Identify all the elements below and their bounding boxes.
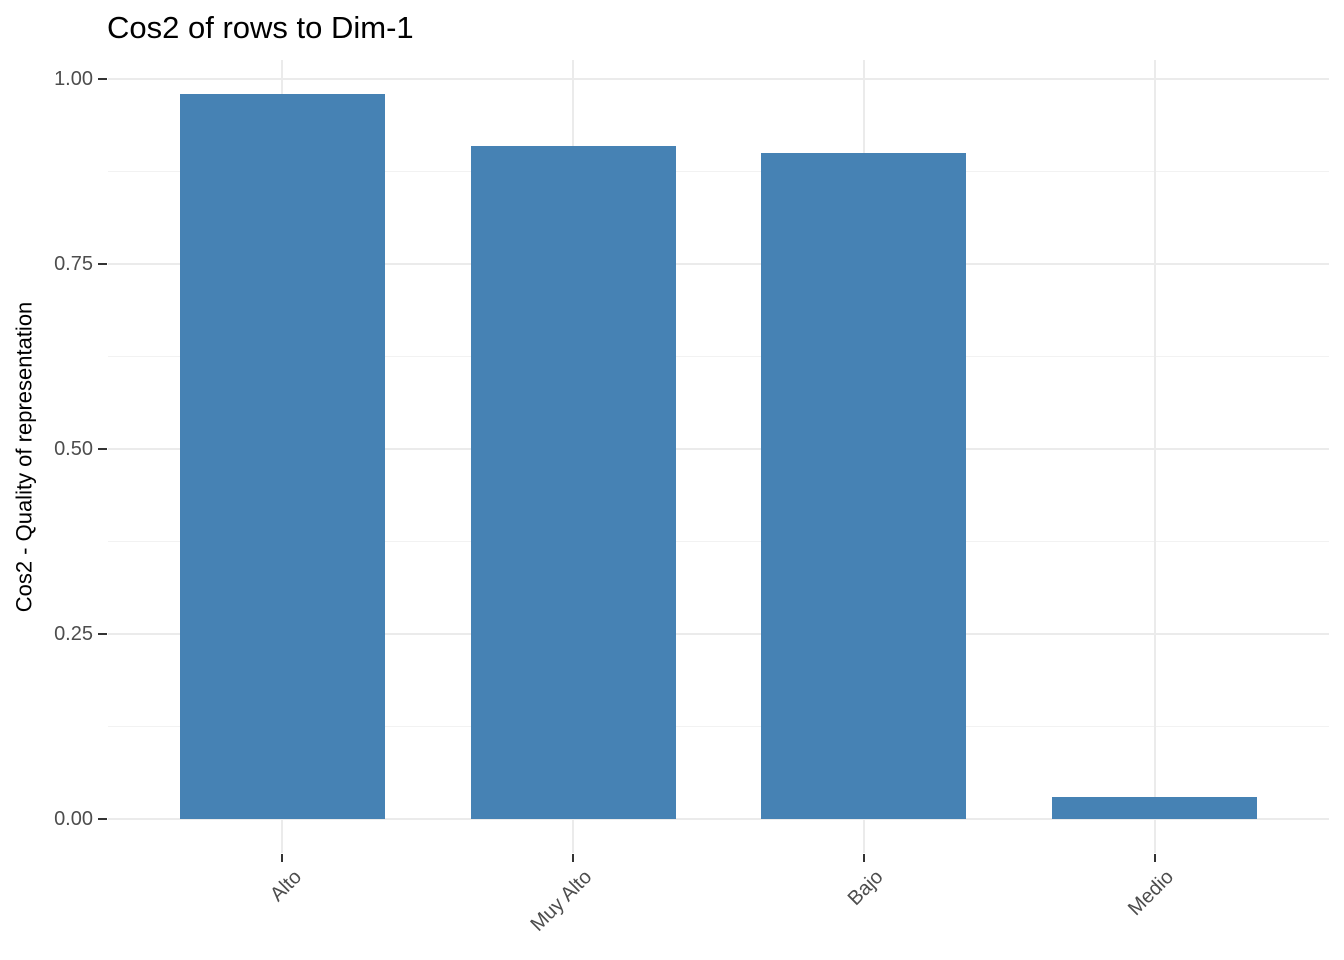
grid-line-minor: [108, 171, 1329, 172]
y-axis-tick: [98, 448, 107, 450]
y-tick-label: 0.25: [54, 623, 93, 645]
grid-line-major: [108, 263, 1329, 265]
bar-bajo: [761, 153, 967, 819]
bar-alto: [179, 93, 385, 819]
x-tick-label: Medio: [1124, 866, 1179, 921]
bar-muy-alto: [470, 145, 676, 819]
y-tick-label: 0.75: [54, 253, 93, 275]
x-axis-tick: [862, 854, 865, 862]
y-tick-label: 0.50: [54, 438, 93, 460]
grid-line-minor: [108, 356, 1329, 357]
grid-line-vertical: [1153, 60, 1156, 853]
x-tick-label: Alto: [266, 866, 306, 906]
y-axis-tick: [98, 78, 107, 80]
x-tick-label: Bajo: [843, 866, 888, 910]
grid-line-minor: [108, 541, 1329, 542]
grid-line-major: [108, 818, 1329, 820]
x-axis-tick: [1153, 854, 1156, 862]
y-tick-label: 1.00: [54, 68, 93, 90]
plot-panel: [108, 60, 1329, 853]
grid-line-minor: [108, 726, 1329, 727]
grid-line-major: [108, 78, 1329, 80]
y-axis-tick: [98, 263, 107, 265]
x-axis-tick: [572, 854, 575, 862]
y-axis-tick: [98, 633, 107, 635]
y-axis-tick: [98, 818, 107, 820]
y-tick-label: 0.00: [54, 808, 93, 830]
x-tick-label: Muy Alto: [526, 866, 597, 936]
grid-line-major: [108, 633, 1329, 635]
bar-medio: [1052, 796, 1258, 819]
x-axis-tick: [281, 854, 284, 862]
chart-title: Cos2 of rows to Dim-1: [107, 10, 414, 45]
grid-line-major: [108, 448, 1329, 450]
